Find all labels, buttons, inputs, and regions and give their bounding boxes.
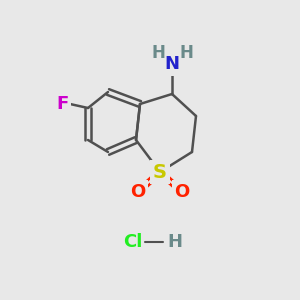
Text: Cl: Cl (123, 233, 143, 251)
Text: N: N (164, 55, 179, 73)
Text: O: O (174, 183, 190, 201)
Text: H: H (151, 44, 165, 62)
Text: H: H (179, 44, 193, 62)
Text: S: S (153, 163, 167, 182)
Text: H: H (167, 233, 182, 251)
Text: F: F (56, 95, 68, 113)
Text: O: O (130, 183, 146, 201)
